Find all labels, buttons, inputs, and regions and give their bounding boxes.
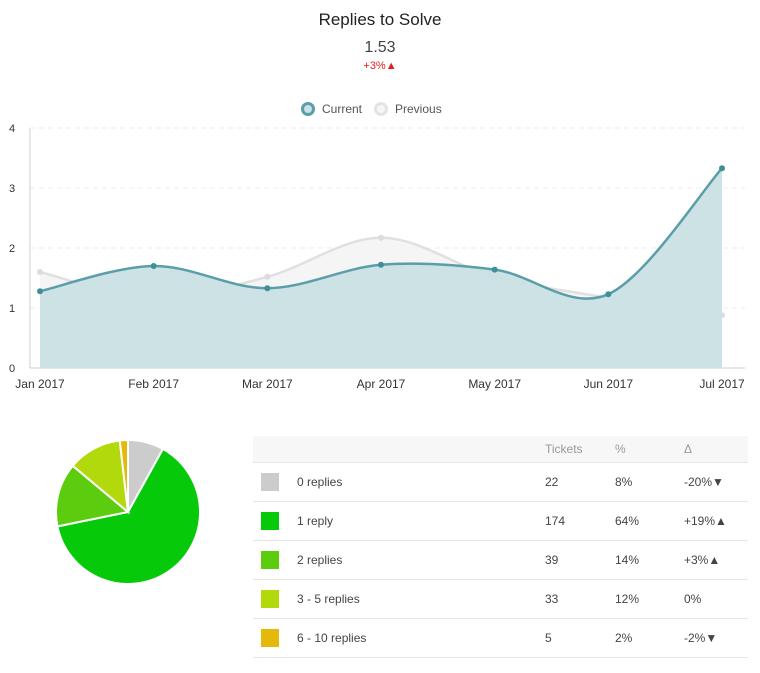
row-tickets: 22	[545, 462, 615, 502]
x-tick-label: May 2017	[468, 377, 521, 391]
row-tickets: 5	[545, 618, 615, 658]
header-delta: Δ	[684, 436, 748, 463]
legend-item-current[interactable]: Current	[301, 102, 362, 116]
legend-current-label: Current	[322, 102, 363, 116]
legend-item-previous[interactable]: Previous	[374, 102, 442, 116]
row-percent: 8%	[615, 462, 684, 502]
y-tick-label: 3	[9, 183, 15, 195]
series-current-point[interactable]	[378, 261, 384, 268]
row-swatch-cell	[253, 462, 297, 502]
area-chart: 0 1 2 3 4 Jan 2017 Feb 2017 Mar 2017 Apr 2017 May…	[9, 123, 745, 391]
pie-slice[interactable]	[56, 447, 201, 585]
series-current-point[interactable]	[264, 285, 271, 292]
chart-legend: Current Previous	[0, 102, 760, 124]
pie-slice[interactable]	[55, 464, 131, 528]
color-swatch	[261, 512, 279, 530]
series-previous-point[interactable]	[264, 273, 271, 280]
color-swatch	[261, 590, 279, 608]
table-header-row: Tickets % Δ	[253, 436, 748, 463]
pie-chart	[55, 438, 201, 585]
y-tick-label: 0	[9, 363, 15, 375]
table-row: 6 - 10 replies 5 2% -2%▼	[253, 618, 748, 658]
x-tick-label: Apr 2017	[357, 377, 406, 391]
row-delta: -2%▼	[684, 618, 748, 658]
x-tick-label: Jun 2017	[584, 377, 634, 391]
row-label: 0 replies	[297, 462, 545, 502]
row-tickets: 174	[545, 501, 615, 541]
x-tick-label: Jan 2017	[15, 377, 65, 391]
chart-title: Replies to Solve	[318, 10, 442, 29]
row-delta: 0%	[684, 579, 748, 619]
header-swatch	[253, 436, 297, 463]
metric-value: 1.53	[364, 39, 396, 56]
row-label: 6 - 10 replies	[297, 618, 545, 658]
row-percent: 14%	[615, 540, 684, 580]
header-percent: %	[615, 436, 684, 463]
legend-previous-label: Previous	[395, 102, 442, 116]
breakdown-table: Tickets % Δ 0 replies 22 8% -20%▼ 1 repl…	[253, 436, 748, 658]
series-current-area	[40, 168, 722, 368]
x-tick-label: Jul 2017	[699, 377, 745, 391]
legend-current-swatch	[301, 102, 315, 116]
table-row: 2 replies 39 14% +3%▲	[253, 540, 748, 580]
row-delta: -20%▼	[684, 462, 748, 502]
metric-delta: +3%▲	[363, 60, 397, 72]
header-label	[297, 436, 545, 463]
row-label: 2 replies	[297, 540, 545, 580]
row-tickets: 33	[545, 579, 615, 619]
x-tick-label: Feb 2017	[128, 377, 179, 391]
table-row: 3 - 5 replies 33 12% 0%	[253, 579, 748, 619]
header-tickets: Tickets	[545, 436, 615, 463]
table-row: 0 replies 22 8% -20%▼	[253, 462, 748, 502]
row-percent: 2%	[615, 618, 684, 658]
series-current-point[interactable]	[150, 263, 157, 269]
series-previous-point[interactable]	[378, 234, 384, 241]
row-label: 1 reply	[297, 501, 545, 541]
series-current-point[interactable]	[719, 165, 725, 172]
row-percent: 64%	[615, 501, 684, 541]
row-percent: 12%	[615, 579, 684, 619]
series-previous-point[interactable]	[37, 269, 43, 275]
row-swatch-cell	[253, 579, 297, 619]
row-swatch-cell	[253, 540, 297, 580]
series-current-point[interactable]	[605, 291, 612, 298]
row-swatch-cell	[253, 618, 297, 658]
series-current-point[interactable]	[37, 288, 43, 295]
y-tick-label: 2	[9, 243, 15, 255]
row-delta: +19%▲	[684, 501, 748, 541]
x-tick-label: Mar 2017	[242, 377, 293, 391]
series-current-point[interactable]	[491, 266, 498, 273]
table-row: 1 reply 174 64% +19%▲	[253, 501, 748, 541]
color-swatch	[261, 473, 279, 491]
row-delta: +3%▲	[684, 540, 748, 580]
row-tickets: 39	[545, 540, 615, 580]
row-swatch-cell	[253, 501, 297, 541]
pie-slice[interactable]	[118, 438, 129, 513]
y-tick-label: 4	[9, 123, 15, 135]
legend-previous-swatch	[374, 102, 388, 116]
color-swatch	[261, 551, 279, 569]
color-swatch	[261, 629, 279, 647]
row-label: 3 - 5 replies	[297, 579, 545, 619]
y-tick-label: 1	[9, 303, 15, 315]
